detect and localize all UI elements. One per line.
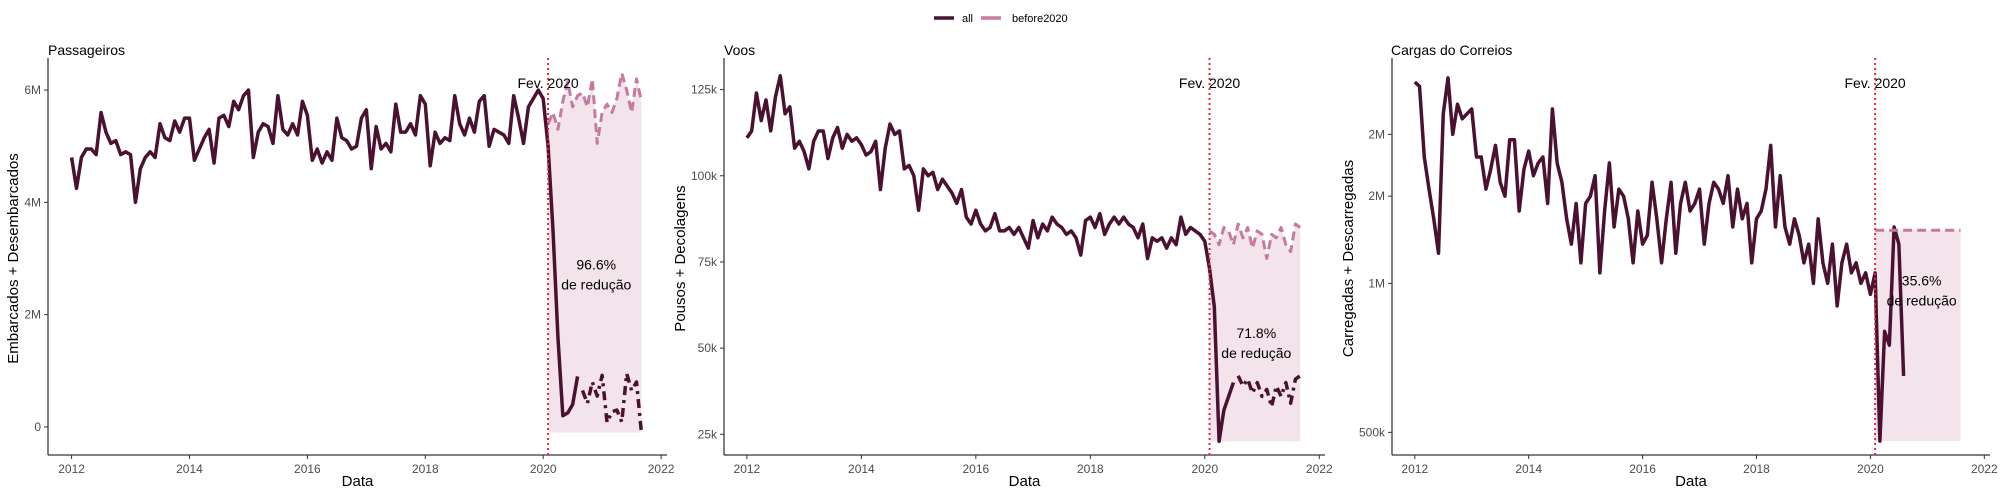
x-tick-label: 2020 [1857, 462, 1884, 476]
reduction-annotation: 71.8% [1236, 325, 1276, 341]
x-tick-label: 2018 [1077, 462, 1104, 476]
y-tick-label: 2M [1368, 127, 1385, 141]
x-tick-label: 2012 [1401, 462, 1428, 476]
x-tick-label: 2018 [1743, 462, 1770, 476]
y-axis-title: Embarcados + Desembarcados [5, 153, 22, 364]
reduction-annotation: 96.6% [576, 257, 616, 273]
panel-title: Voos [724, 42, 755, 58]
reduction-annotation: de redução [561, 277, 631, 293]
x-tick-label: 2016 [962, 462, 989, 476]
x-tick-label: 2022 [1971, 462, 1998, 476]
x-tick-label: 2012 [734, 462, 761, 476]
series-before2020-line [546, 71, 643, 145]
x-tick-label: 2020 [530, 462, 557, 476]
reduction-ribbon [1875, 230, 1961, 442]
y-tick-label: 50k [698, 341, 718, 355]
y-tick-label: 4M [24, 195, 41, 209]
series-all-dashed-line [1236, 374, 1302, 409]
reference-vline-label: Fev. 2020 [1179, 75, 1240, 91]
x-tick-label: 2022 [648, 462, 675, 476]
panel-1: Passageiros 2012 2014 2016 2018 2020 2022 0 2M 4M… [5, 42, 675, 490]
legend-label-before2020: before2020 [1012, 13, 1068, 25]
x-tick-label: 2012 [58, 462, 85, 476]
reduction-ribbon [548, 73, 642, 433]
y-tick-label: 0 [34, 420, 41, 434]
y-tick-label: 6M [24, 83, 41, 97]
x-tick-label: 2018 [412, 462, 439, 476]
reference-vline-label: Fev. 2020 [1845, 75, 1906, 91]
reference-vline-label: Fev. 2020 [517, 75, 578, 91]
reduction-annotation: de redução [1887, 293, 1957, 309]
x-tick-label: 2014 [176, 462, 203, 476]
reduction-annotation: 35.6% [1902, 273, 1942, 289]
series-before2020-line [1208, 222, 1302, 260]
y-axis-title: Pousos + Decolagens [672, 185, 689, 331]
x-axis-title: Data [1675, 473, 1707, 490]
series-all-line [69, 88, 580, 418]
legend: all before2020 [934, 13, 1068, 25]
x-tick-label: 2020 [1191, 462, 1218, 476]
panel-title: Passageiros [48, 42, 125, 58]
y-tick-label: 25k [698, 427, 718, 441]
y-axis-title: Carregadas + Descarregadas [1340, 160, 1357, 357]
y-tick-label: 1M [1368, 276, 1385, 290]
legend-label-all: all [962, 13, 973, 25]
x-tick-label: 2016 [1629, 462, 1656, 476]
panel-3: Cargas do Correios 2012 2014 2016 2018 2020 20… [1340, 42, 1998, 490]
y-tick-label: 75k [698, 255, 718, 269]
x-tick-label: 2022 [1306, 462, 1333, 476]
x-tick-label: 2016 [294, 462, 321, 476]
panel-title: Cargas do Correios [1391, 42, 1512, 58]
y-tick-label: 100k [691, 169, 718, 183]
series-all-line [1413, 76, 1906, 443]
reduction-annotation: de redução [1221, 345, 1291, 361]
x-axis-title: Data [342, 473, 374, 490]
panel-2: Voos 2012 2014 2016 2018 2020 2022 25k 50k 75k 100… [672, 42, 1333, 490]
x-axis-title: Data [1009, 473, 1041, 490]
x-tick-label: 2014 [1515, 462, 1542, 476]
series-all-line [745, 74, 1236, 443]
y-tick-label: 500k [1359, 425, 1386, 439]
x-tick-label: 2014 [848, 462, 875, 476]
y-tick-label: 2M [1368, 189, 1385, 203]
y-tick-label: 2M [24, 308, 41, 322]
y-tick-label: 125k [691, 83, 718, 97]
